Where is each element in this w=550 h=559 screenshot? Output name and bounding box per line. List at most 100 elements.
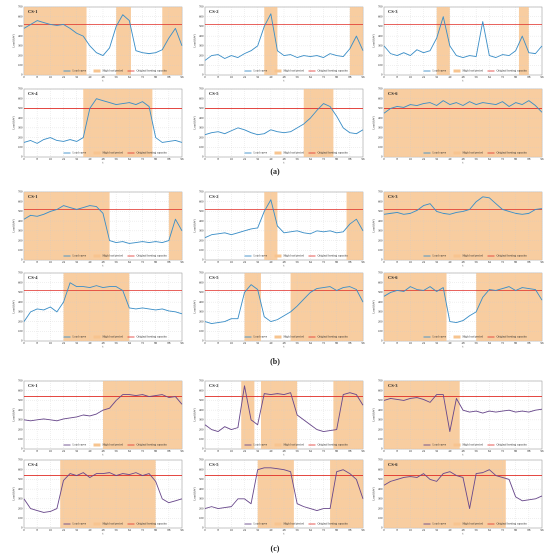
x-tick-label: 72	[141, 341, 145, 345]
x-tick-label: 16	[409, 528, 413, 532]
load-curve	[204, 467, 364, 511]
x-tick-label: 88	[527, 157, 531, 161]
x-axis-label: t	[284, 531, 285, 535]
x-tick-label: 48	[102, 528, 106, 532]
x-tick-label: 8	[217, 528, 219, 532]
y-tick-label: 100	[199, 329, 204, 333]
load-curve	[23, 282, 183, 322]
y-tick-label: 200	[199, 238, 204, 242]
y-tick-label: 100	[199, 437, 204, 441]
x-tick-label: 88	[527, 449, 531, 453]
y-tick-label: 0	[21, 155, 23, 159]
legend-label: Load curve	[433, 522, 447, 526]
y-tick-label: 500	[378, 477, 383, 481]
x-tick-label: 64	[128, 449, 132, 453]
y-tick-label: 700	[18, 458, 23, 462]
x-tick-label: 0	[23, 75, 25, 79]
y-tick-label: 400	[18, 300, 23, 304]
x-tick-label: 96	[541, 528, 545, 532]
y-tick-label: 100	[378, 63, 383, 67]
y-tick-label: 100	[18, 63, 23, 67]
y-axis-label: Load (kW)	[372, 34, 376, 47]
x-tick-label: 40	[88, 449, 92, 453]
x-tick-label: 40	[88, 75, 92, 79]
x-tick-label: 48	[102, 75, 106, 79]
x-tick-label: 0	[204, 260, 206, 264]
x-tick-label: 0	[204, 75, 206, 79]
y-tick-label: 700	[378, 190, 383, 194]
x-tick-label: 72	[501, 449, 505, 453]
x-axis-label: t	[463, 263, 464, 267]
x-tick-label: 32	[75, 75, 79, 79]
y-tick-label: 0	[381, 258, 383, 262]
x-tick-label: 16	[409, 341, 413, 345]
legend-label: High load period	[103, 522, 124, 526]
legend-label: High load period	[284, 522, 305, 526]
load-curve	[383, 196, 543, 215]
y-tick-label: 600	[199, 280, 204, 284]
x-tick-label: 48	[102, 157, 106, 161]
x-tick-label: 96	[362, 75, 366, 79]
y-tick-label: 500	[378, 106, 383, 110]
y-tick-label: 100	[378, 437, 383, 441]
x-tick-label: 40	[448, 341, 452, 345]
x-tick-label: 88	[167, 157, 171, 161]
x-axis-label: t	[103, 452, 104, 456]
x-tick-label: 80	[335, 75, 339, 79]
legend-label: Load curve	[254, 522, 268, 526]
y-tick-label: 500	[18, 24, 23, 28]
legend-label: High load period	[103, 443, 124, 447]
x-tick-label: 96	[181, 260, 185, 264]
y-tick-label: 300	[378, 126, 383, 130]
x-tick-label: 0	[204, 528, 206, 532]
x-tick-label: 64	[309, 157, 313, 161]
y-tick-label: 400	[378, 34, 383, 38]
high-load-period	[244, 273, 261, 341]
high-load-period	[168, 192, 182, 260]
load-curve	[383, 100, 543, 114]
legend-label: Original hosting capacity	[318, 69, 349, 73]
y-tick-label: 600	[18, 280, 23, 284]
y-tick-label: 200	[378, 238, 383, 242]
x-tick-label: 80	[335, 157, 339, 161]
x-tick-label: 32	[435, 75, 439, 79]
y-tick-label: 700	[378, 271, 383, 275]
x-tick-label: 72	[501, 75, 505, 79]
y-tick-label: 400	[378, 219, 383, 223]
y-tick-label: 100	[18, 437, 23, 441]
legend-label: Load curve	[254, 335, 268, 339]
y-tick-label: 600	[199, 96, 204, 100]
load-curve	[204, 284, 364, 324]
legend-label: High load period	[284, 254, 305, 258]
legend-swatch	[274, 69, 282, 73]
y-tick-label: 300	[199, 310, 204, 314]
y-axis-label: Load (kW)	[193, 34, 197, 47]
x-axis-label: t	[463, 344, 464, 348]
y-axis-label: Load (kW)	[12, 408, 16, 421]
legend-swatch	[453, 69, 461, 73]
x-tick-label: 40	[269, 157, 273, 161]
y-axis-label: Load (kW)	[12, 487, 16, 500]
x-tick-label: 8	[36, 449, 38, 453]
y-tick-label: 600	[199, 467, 204, 471]
high-load-period	[260, 381, 298, 449]
x-tick-label: 8	[36, 157, 38, 161]
panel-title: CS-6	[388, 91, 398, 96]
x-tick-label: 24	[422, 341, 426, 345]
y-tick-label: 400	[18, 116, 23, 120]
load-curve	[23, 394, 183, 422]
high-load-period	[476, 273, 542, 341]
legend-label: Load curve	[254, 254, 268, 258]
y-tick-label: 300	[378, 418, 383, 422]
x-tick-label: 24	[62, 449, 66, 453]
y-tick-label: 300	[18, 418, 23, 422]
x-tick-label: 88	[527, 260, 531, 264]
x-tick-label: 0	[23, 157, 25, 161]
x-tick-label: 48	[102, 341, 106, 345]
legend-swatch	[93, 69, 101, 73]
